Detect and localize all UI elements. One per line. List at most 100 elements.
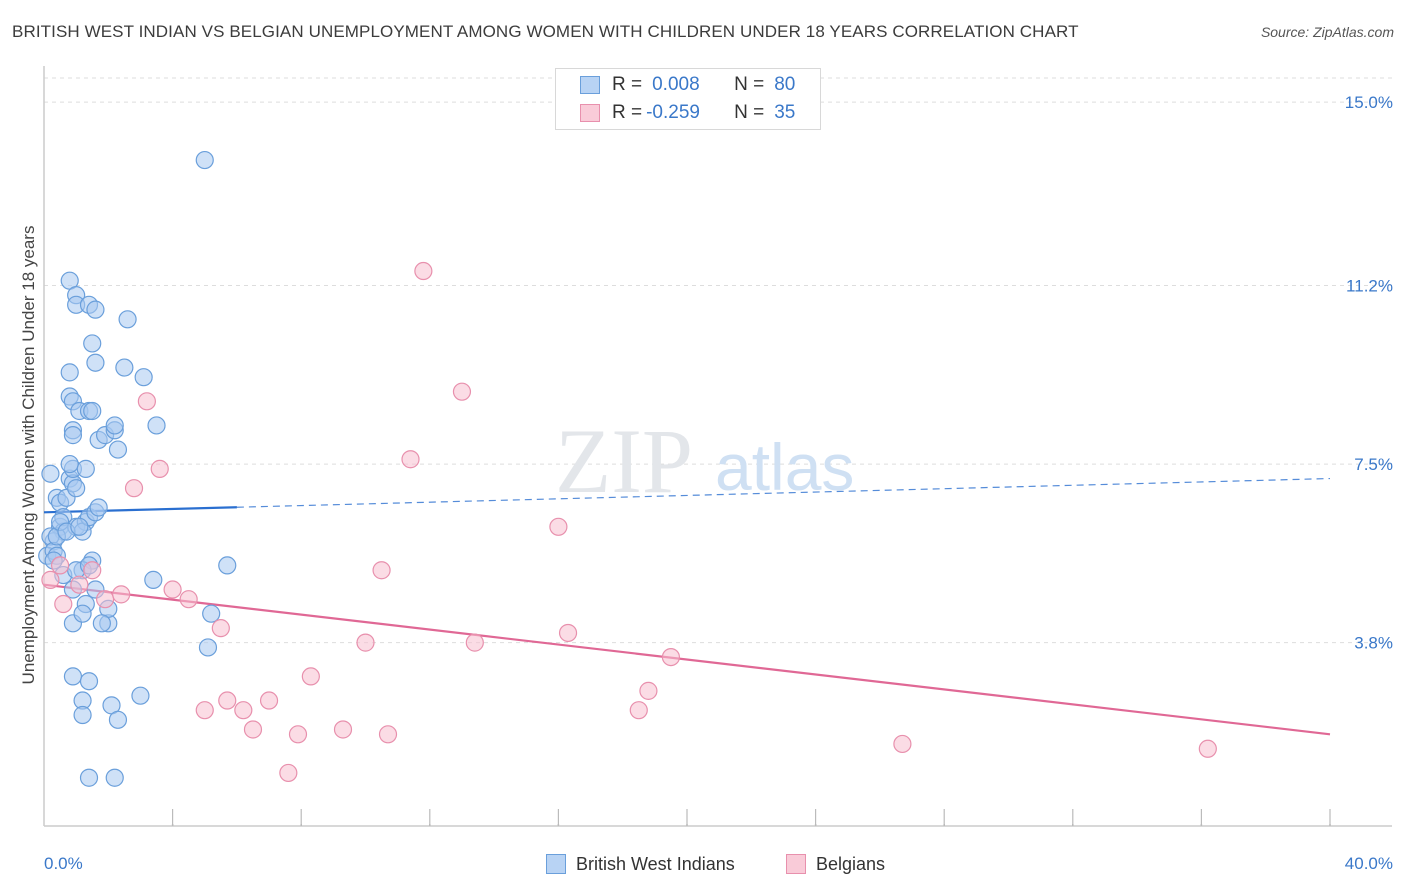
belgians-point <box>288 725 308 744</box>
belgians-point <box>54 594 73 614</box>
belgians-point <box>465 633 484 652</box>
british-west-indians-point <box>63 667 83 686</box>
belgians-point <box>41 570 60 589</box>
british-west-indians-point <box>86 353 105 372</box>
pink-legend-swatch <box>786 854 806 874</box>
y-tick-label: 11.2% <box>1346 277 1393 296</box>
british-west-indians-point <box>73 705 92 725</box>
belgians-point <box>378 725 398 744</box>
blue-n-value: 80 <box>774 74 796 95</box>
british-west-indians-point <box>147 416 166 435</box>
belgians-point <box>50 556 70 575</box>
british-west-indians-point <box>92 614 111 633</box>
belgians-point <box>279 763 298 783</box>
british-west-indians-point <box>86 300 105 319</box>
british-west-indians-point <box>108 440 128 459</box>
belgians-point <box>259 691 279 710</box>
british-west-indians-point <box>105 416 124 435</box>
blue-legend-label: British West Indians <box>576 853 735 874</box>
british-west-indians-point <box>83 334 102 353</box>
belgians-point <box>95 590 115 609</box>
british-west-indians-point <box>73 604 92 623</box>
british-west-indians-point <box>144 570 163 589</box>
british-west-indians-trend-dashed <box>236 477 1331 508</box>
british-west-indians-point <box>83 401 102 421</box>
belgians-point <box>661 647 681 667</box>
belgians-point <box>301 667 320 686</box>
trend-lines <box>43 477 1331 736</box>
belgians-trend <box>43 583 1331 736</box>
legend-row-pink: R = -0.259 N = 35 <box>580 101 795 125</box>
british-west-indians-point <box>198 638 218 657</box>
legend-item-belgians[interactable]: Belgians <box>786 851 885 877</box>
british-west-indians-point <box>131 686 150 705</box>
x-tick-label: 40.0% <box>1345 854 1393 873</box>
blue-swatch <box>580 76 600 94</box>
pink-swatch <box>580 104 600 122</box>
blue-r-label: R = <box>612 74 643 95</box>
belgians-point <box>372 561 391 580</box>
stats-legend: R = 0.008 N = 80 R = -0.259 N = 35 <box>555 68 821 130</box>
british-west-indians-point <box>79 768 99 787</box>
y-tick-label: 3.8% <box>1354 634 1393 653</box>
data-points <box>38 150 1217 787</box>
belgians-point <box>83 561 102 580</box>
belgians-point <box>333 720 353 739</box>
british-west-indians-point <box>63 426 83 445</box>
british-west-indians-trend-solid <box>43 506 237 514</box>
source-label[interactable]: Source: ZipAtlas.com <box>1260 24 1394 40</box>
chart-title: BRITISH WEST INDIAN VS BELGIAN UNEMPLOYM… <box>12 22 1079 41</box>
belgians-point <box>137 392 156 411</box>
belgians-point <box>218 691 237 710</box>
x-tick-label: 0.0% <box>44 854 83 873</box>
british-west-indians-point <box>60 363 79 382</box>
british-west-indians-point <box>105 768 124 787</box>
legend-row-blue: R = 0.008 N = 80 <box>580 73 795 97</box>
watermark-atlas: atlas <box>715 430 854 504</box>
british-west-indians-point <box>108 710 128 729</box>
belgians-point <box>1198 739 1217 758</box>
belgians-point <box>558 623 578 643</box>
blue-legend-swatch <box>546 854 566 874</box>
belgians-point <box>150 459 169 478</box>
belgians-point <box>639 681 658 700</box>
watermark-zip: ZIP <box>555 410 693 512</box>
british-west-indians-point <box>115 358 134 377</box>
british-west-indians-point <box>60 454 79 474</box>
belgians-point <box>356 633 375 652</box>
y-tick-label: 7.5% <box>1354 455 1393 474</box>
belgians-point <box>195 701 214 720</box>
belgians-point <box>414 261 433 281</box>
british-west-indians-point <box>118 310 137 329</box>
legend-item-british-west-indians[interactable]: British West Indians <box>546 851 735 877</box>
pink-n-label: N = <box>734 102 765 123</box>
british-west-indians-point <box>202 604 221 623</box>
pink-r-value: -0.259 <box>646 102 700 123</box>
tick-labels: 3.8% 7.5% 11.2% 15.0% 0.0% 40.0% <box>44 93 1393 873</box>
british-west-indians-point <box>67 479 86 498</box>
belgians-point <box>243 720 263 739</box>
belgians-point <box>893 734 912 754</box>
belgians-point <box>70 575 89 594</box>
blue-n-label: N = <box>734 74 765 95</box>
british-west-indians-point <box>195 150 214 170</box>
belgians-point <box>179 590 198 609</box>
pink-r-label: R = <box>612 102 643 123</box>
belgians-point <box>163 580 182 599</box>
belgians-point <box>124 479 144 498</box>
belgians-point <box>629 701 648 720</box>
british-west-indians-point <box>76 459 95 478</box>
british-west-indians-point <box>89 498 108 517</box>
british-west-indians-point <box>41 464 60 483</box>
y-tick-label: 15.0% <box>1345 93 1393 112</box>
belgians-point <box>211 619 230 638</box>
axes <box>43 66 1392 827</box>
belgians-point <box>452 382 472 401</box>
british-west-indians-point <box>79 672 99 691</box>
pink-n-value: 35 <box>774 102 796 123</box>
british-west-indians-point <box>134 368 153 387</box>
y-axis-label: Unemployment Among Women with Children U… <box>19 226 38 685</box>
pink-legend-label: Belgians <box>816 853 886 874</box>
belgians-point <box>549 517 568 536</box>
